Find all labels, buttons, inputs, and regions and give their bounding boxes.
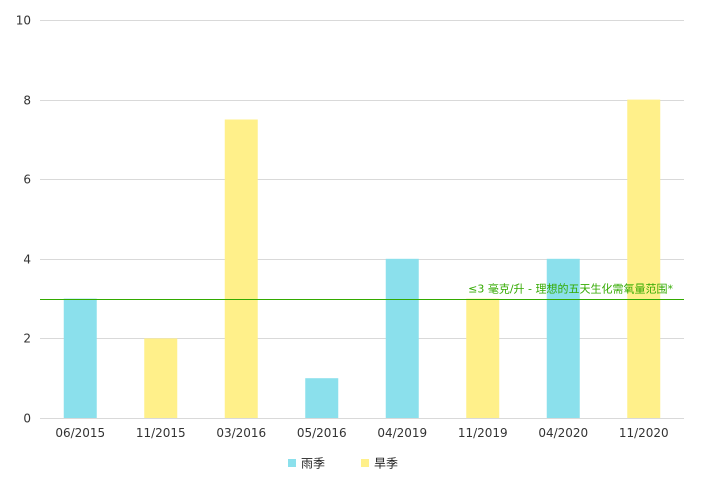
legend-label-rainy: 雨季 <box>301 457 325 471</box>
y-tick-label: 6 <box>23 173 31 187</box>
x-tick-label: 03/2016 <box>216 426 266 440</box>
bar-04/2020[interactable] <box>546 258 580 418</box>
y-tick-label: 8 <box>23 94 31 108</box>
y-tick-label: 10 <box>16 14 31 28</box>
legend-swatch-dry <box>361 459 369 467</box>
gridlines <box>40 20 684 419</box>
bar-11/2020[interactable] <box>627 99 661 418</box>
x-axis-ticks: 06/2015 11/2015 03/2016 05/2016 04/2019 11/20… <box>55 426 668 440</box>
x-tick-label: 04/2019 <box>377 426 427 440</box>
bar-11/2015[interactable] <box>144 338 178 418</box>
legend-item-dry[interactable]: 旱季 <box>361 457 398 471</box>
x-tick-label: 11/2019 <box>458 426 508 440</box>
bar-11/2019[interactable] <box>466 298 500 418</box>
x-tick-label: 06/2015 <box>55 426 105 440</box>
bars <box>63 99 661 419</box>
reference-line-group: ≤3 毫克/升 - 理想的五天生化需氧量范围* <box>40 282 684 300</box>
bar-04/2019[interactable] <box>385 258 419 418</box>
legend-item-rainy[interactable]: 雨季 <box>288 457 325 471</box>
legend-label-dry: 旱季 <box>374 457 398 471</box>
x-tick-label: 04/2020 <box>538 426 588 440</box>
reference-line-label: ≤3 毫克/升 - 理想的五天生化需氧量范围* <box>468 282 673 296</box>
x-tick-label: 11/2020 <box>619 426 669 440</box>
y-tick-label: 0 <box>23 412 31 426</box>
legend-swatch-rainy <box>288 459 296 467</box>
x-tick-label: 11/2015 <box>136 426 186 440</box>
bar-03/2016[interactable] <box>224 119 258 419</box>
legend: 雨季 旱季 <box>288 457 398 471</box>
y-tick-label: 4 <box>23 253 31 267</box>
y-tick-label: 2 <box>23 332 31 346</box>
x-tick-label: 05/2016 <box>297 426 347 440</box>
bar-06/2015[interactable] <box>63 298 97 418</box>
bar-05/2016[interactable] <box>305 378 339 418</box>
y-axis-ticks: 0 2 4 6 8 10 <box>16 14 31 426</box>
